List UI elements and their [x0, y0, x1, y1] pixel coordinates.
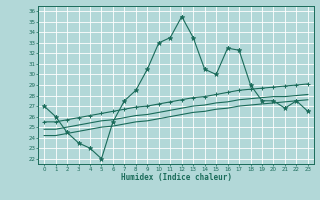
X-axis label: Humidex (Indice chaleur): Humidex (Indice chaleur)	[121, 173, 231, 182]
